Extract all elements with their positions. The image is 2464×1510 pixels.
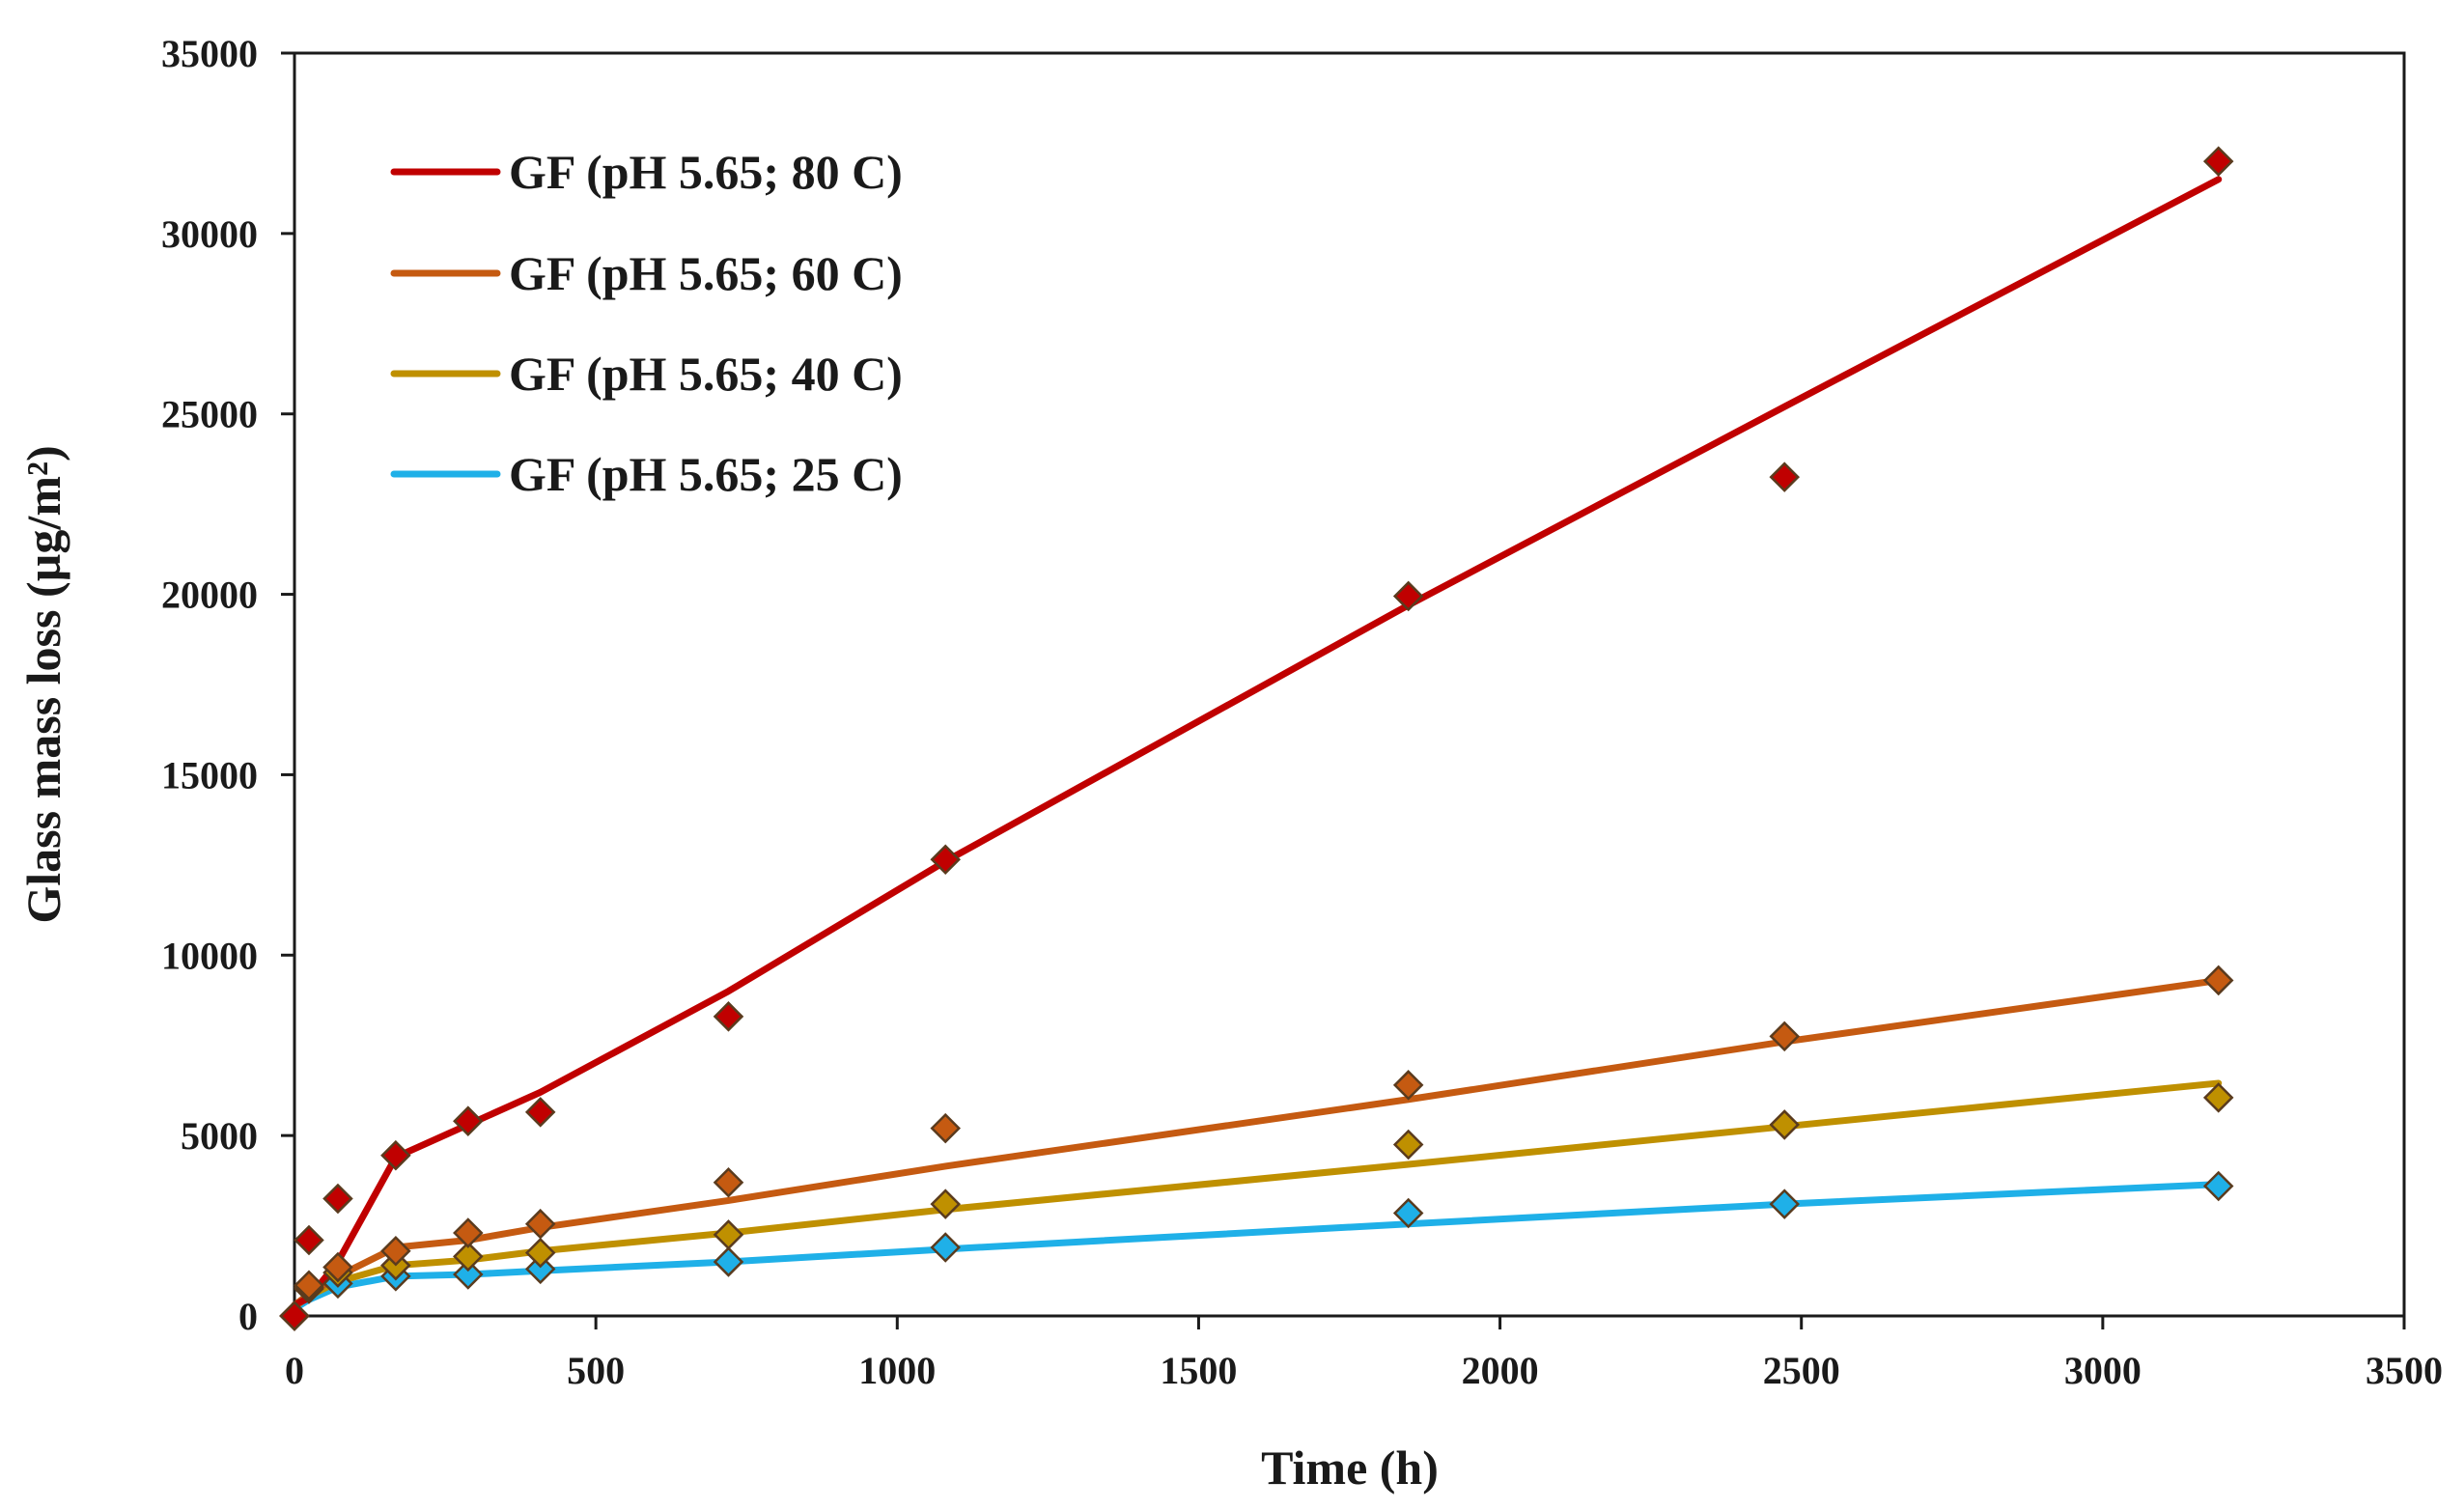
- data-point-series-3: [713, 1246, 744, 1277]
- data-point-series-3: [930, 1232, 961, 1263]
- ticks-layer: 0 500 1000 1500 2000 2500 3000 3500050001000015…: [161, 32, 2443, 1392]
- x-tick-label: 2000: [1462, 1349, 1539, 1392]
- x-tick-label: 3000: [2064, 1349, 2142, 1392]
- x-tick-label: 2500: [1763, 1349, 1840, 1392]
- x-tick-label: 1500: [1160, 1349, 1237, 1392]
- data-point-series-3: [1392, 1197, 1424, 1229]
- plot-area: [293, 51, 2406, 1318]
- y-tick-label: 15000: [161, 753, 258, 797]
- data-point-series-2: [2202, 1082, 2234, 1113]
- y-tick-label: 0: [238, 1295, 258, 1338]
- y-tick-label: 35000: [161, 32, 258, 75]
- x-tick-label: 500: [567, 1349, 625, 1392]
- y-tick-label: 30000: [161, 212, 258, 256]
- data-point-series-1: [1392, 1070, 1424, 1101]
- data-point-series-1: [380, 1235, 411, 1267]
- data-point-series-0: [322, 1183, 353, 1215]
- data-point-series-0: [524, 1097, 556, 1128]
- legend-label-series-0: GF (pH 5.65; 80 C): [509, 145, 903, 199]
- y-axis-title: Glass mass loss (µg/m²): [16, 445, 70, 923]
- data-point-series-2: [1392, 1129, 1424, 1160]
- data-point-series-2: [930, 1188, 961, 1219]
- x-tick-label: 3500: [2366, 1349, 2443, 1392]
- x-tick-label: 0: [285, 1349, 304, 1392]
- data-point-series-1: [453, 1217, 484, 1248]
- data-point-series-1: [2202, 965, 2234, 996]
- data-point-series-1: [294, 1270, 324, 1300]
- data-point-series-0: [1392, 580, 1424, 612]
- y-tick-label: 10000: [161, 934, 258, 977]
- data-point-series-1: [930, 1112, 961, 1144]
- data-point-series-0: [713, 1001, 744, 1032]
- data-point-series-0: [453, 1105, 484, 1136]
- data-point-series-0: [279, 1300, 310, 1331]
- x-axis-title: Time (h): [1261, 1440, 1439, 1495]
- data-point-series-3: [524, 1253, 556, 1285]
- x-tick-label: 1000: [858, 1349, 936, 1392]
- y-tick-label: 20000: [161, 573, 258, 617]
- data-point-series-0: [930, 844, 961, 876]
- y-tick-label: 25000: [161, 393, 258, 436]
- legend-label-series-2: GF (pH 5.65; 40 C): [509, 347, 903, 401]
- legend-label-series-1: GF (pH 5.65; 60 C): [509, 246, 903, 300]
- legend: GF (pH 5.65; 80 C) GF (pH 5.65; 60 C) GF (…: [390, 145, 903, 501]
- data-point-series-0: [294, 1224, 324, 1256]
- data-point-series-2: [453, 1241, 484, 1272]
- points-layer: [279, 146, 2234, 1331]
- data-point-series-3: [2202, 1170, 2234, 1202]
- data-point-series-1: [1769, 1021, 1800, 1052]
- data-point-series-1: [524, 1208, 556, 1240]
- data-point-series-3: [453, 1259, 484, 1290]
- data-point-series-0: [2202, 146, 2234, 177]
- data-point-series-0: [380, 1139, 411, 1171]
- data-point-series-0: [1769, 461, 1800, 492]
- data-point-series-2: [524, 1237, 556, 1269]
- data-point-series-2: [713, 1219, 744, 1250]
- data-point-series-3: [1769, 1188, 1800, 1219]
- data-point-series-2: [1769, 1109, 1800, 1140]
- y-tick-label: 5000: [181, 1114, 258, 1158]
- legend-label-series-3: GF (pH 5.65; 25 C): [509, 447, 903, 501]
- data-point-series-1: [713, 1166, 744, 1198]
- data-point-series-1: [322, 1251, 353, 1283]
